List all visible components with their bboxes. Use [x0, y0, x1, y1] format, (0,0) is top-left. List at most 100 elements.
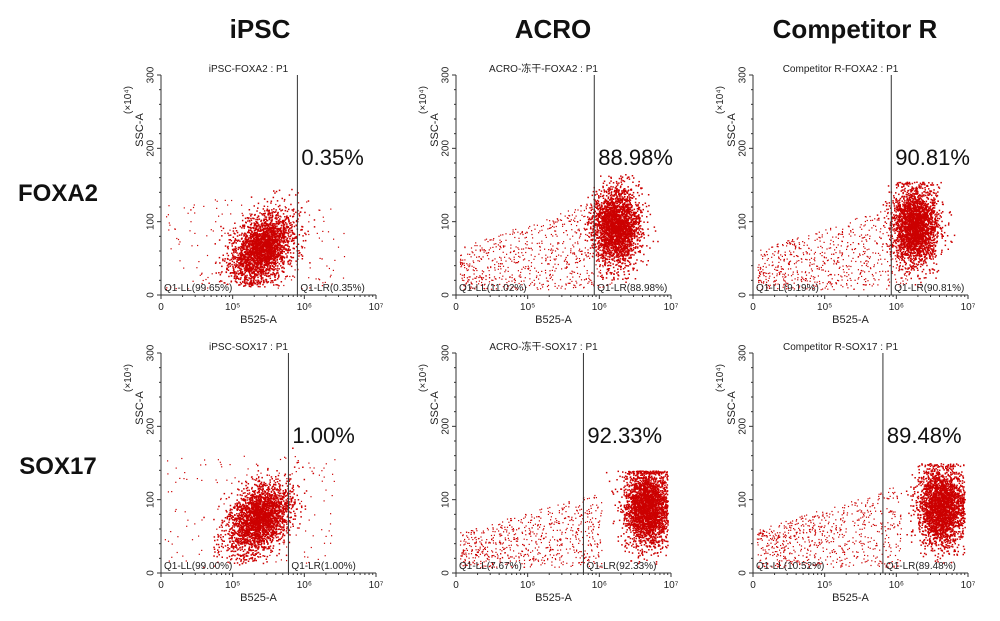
scatter-point	[243, 233, 245, 235]
scatter-point	[245, 241, 247, 243]
scatter-point	[228, 275, 230, 278]
scatter-point	[619, 218, 622, 220]
scatter-point	[271, 234, 274, 236]
scatter-point	[608, 220, 610, 223]
scatter-point	[271, 224, 274, 227]
scatter-point	[643, 237, 645, 239]
scatter-point	[602, 249, 605, 252]
scatter-point	[620, 240, 622, 243]
scatter-point	[232, 269, 235, 272]
scatter-point	[247, 225, 249, 228]
scatter-point	[244, 284, 247, 286]
scatter-point	[281, 255, 283, 257]
scatter-point	[623, 228, 626, 230]
scatter-point	[632, 230, 635, 232]
scatter-point	[627, 234, 629, 237]
scatter-point	[277, 212, 279, 215]
scatter-point	[265, 236, 267, 238]
scatter-point	[270, 230, 273, 233]
scatter-point	[639, 209, 642, 211]
scatter-point	[275, 233, 277, 236]
scatter-point	[598, 214, 600, 216]
scatter-point	[614, 204, 616, 206]
scatter-point	[274, 279, 277, 281]
scatter-point	[270, 254, 273, 256]
scatter-point	[602, 223, 604, 226]
scatter-point	[275, 211, 277, 213]
scatter-point	[291, 239, 293, 241]
scatter-point	[278, 247, 280, 249]
scatter-point	[620, 254, 622, 257]
scatter-point	[630, 225, 633, 228]
scatter-point	[274, 226, 276, 229]
scatter-point	[249, 278, 251, 280]
scatter-point	[616, 219, 618, 222]
y-tick-label: 0	[146, 292, 157, 298]
scatter-point	[273, 223, 275, 225]
scatter-point	[245, 278, 247, 281]
scatter-point	[242, 225, 244, 228]
scatter-point	[282, 242, 285, 244]
scatter-point	[252, 235, 254, 238]
scatter-point	[609, 187, 611, 189]
scatter-point	[302, 235, 304, 237]
scatter-point	[627, 230, 629, 232]
scatter-point	[248, 283, 250, 286]
scatter-point	[622, 225, 624, 228]
scatter-point	[269, 270, 271, 272]
scatter-point	[239, 281, 242, 284]
scatter-point	[183, 207, 185, 209]
scatter-point	[598, 205, 601, 207]
scatter-point	[621, 205, 624, 207]
scatter-point	[286, 223, 288, 225]
scatter-point	[626, 259, 629, 262]
scatter-point	[277, 256, 279, 258]
scatter-point	[240, 256, 242, 258]
scatter-point	[622, 242, 624, 245]
scatter-point	[205, 278, 207, 281]
scatter-point	[618, 205, 621, 207]
scatter-point	[603, 200, 605, 203]
scatter-point	[237, 239, 240, 241]
scatter-point	[234, 227, 237, 229]
scatter-point	[287, 216, 289, 219]
scatter-point	[617, 235, 619, 237]
scatter-point	[596, 193, 598, 195]
scatter-point	[616, 196, 618, 198]
scatter-point	[318, 237, 320, 239]
scatter-point	[240, 277, 242, 279]
scatter-point	[272, 258, 274, 260]
scatter-point	[619, 219, 621, 222]
scatter-point	[321, 240, 323, 242]
scatter-point	[256, 264, 259, 266]
scatter-point	[618, 209, 621, 211]
scatter-point	[597, 200, 600, 203]
scatter-point	[233, 251, 235, 254]
scatter-point	[278, 222, 281, 225]
scatter-point	[232, 230, 235, 232]
scatter-point	[286, 210, 289, 213]
scatter-point	[256, 283, 258, 286]
scatter-point	[636, 238, 639, 240]
scatter-point	[605, 255, 607, 257]
scatter-point	[271, 217, 273, 219]
scatter-point	[253, 224, 256, 227]
scatter-point	[269, 235, 271, 238]
scatter-point	[606, 224, 609, 227]
scatter-point	[635, 262, 637, 265]
scatter-point	[241, 238, 243, 240]
scatter-point	[623, 224, 625, 226]
scatter-point	[295, 211, 297, 214]
scatter-point	[600, 242, 603, 245]
scatter-point	[250, 243, 252, 245]
scatter-point	[279, 236, 281, 238]
scatter-point	[226, 246, 229, 248]
scatter-point	[242, 280, 244, 283]
scatter-point	[627, 248, 629, 251]
scatter-point	[633, 211, 635, 213]
scatter-point	[274, 255, 277, 258]
scatter-point	[609, 211, 611, 213]
scatter-point	[253, 259, 256, 261]
scatter-point	[648, 204, 650, 207]
scatter-point	[251, 236, 253, 238]
